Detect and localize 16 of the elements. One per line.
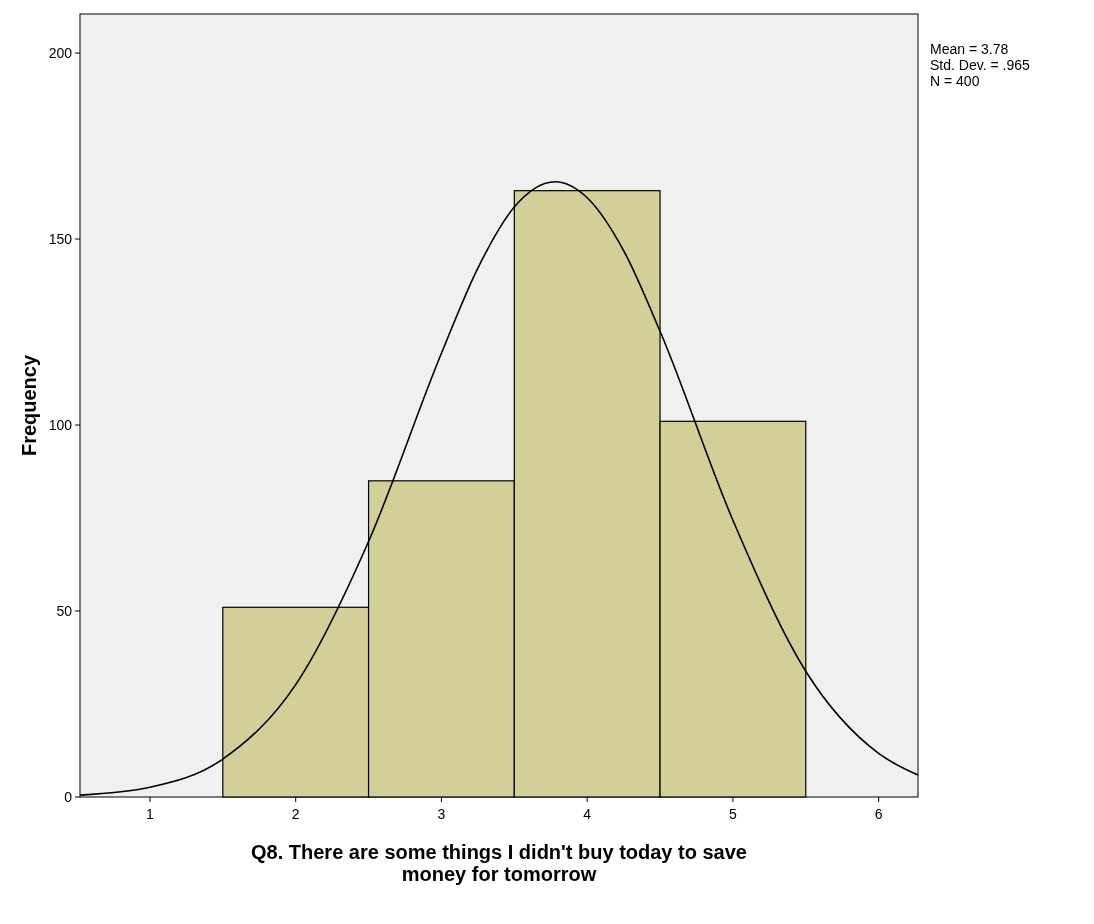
- x-tick-label: 5: [729, 806, 738, 822]
- y-tick-label: 50: [56, 602, 73, 619]
- y-tick-label: 0: [64, 788, 73, 805]
- x-axis-title: Q8. There are some things I didn't buy today to save money for tomorrow: [251, 841, 747, 885]
- x-tick-label: 3: [437, 806, 446, 822]
- x-tick-label: 1: [146, 806, 155, 822]
- y-axis-title: Frequency: [18, 354, 40, 457]
- x-tick-label: 2: [291, 806, 300, 822]
- x-tick-label: 6: [874, 806, 883, 822]
- text: Mean = 3.78: [930, 41, 1009, 57]
- text: Std. Dev. = .965: [930, 57, 1030, 73]
- x-tick-label: 4: [583, 806, 592, 822]
- y-tick-label: 200: [48, 44, 73, 61]
- text: N = 400: [930, 73, 980, 89]
- y-tick-label: 100: [48, 416, 73, 433]
- y-tick-label: 150: [48, 230, 73, 247]
